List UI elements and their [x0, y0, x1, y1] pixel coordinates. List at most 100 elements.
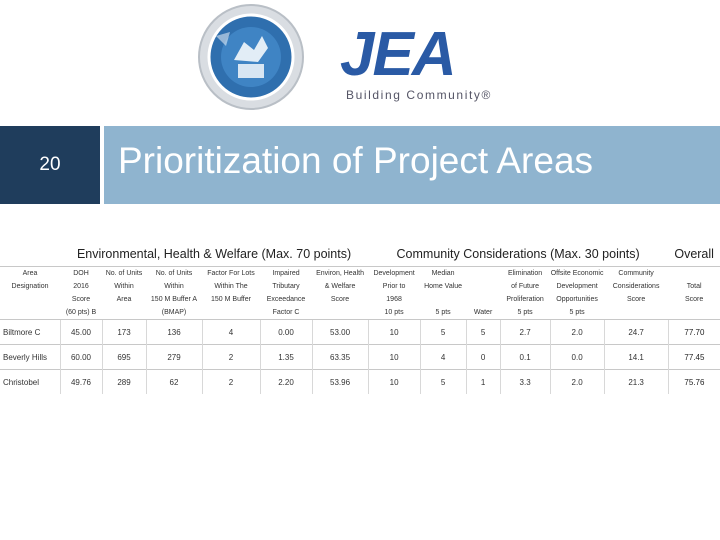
sub-header-cell: 5 pts	[517, 309, 533, 316]
table-cell: 2	[201, 369, 260, 394]
table-row: Beverly Hills 60.00 695 279 2 1.35 63.35…	[0, 344, 720, 370]
sub-header-cell	[420, 293, 466, 306]
sub-header-cell: Development	[556, 283, 598, 290]
table-cell: 10	[367, 319, 421, 345]
sub-header-cell	[312, 306, 368, 320]
row-area-name: Beverly Hills	[0, 344, 60, 370]
comm-group-header: Community Considerations (Max. 30 points…	[396, 247, 640, 261]
sub-header-row-4: (60 pts) B (BMAP) Factor C 10 pts 5 pts …	[0, 306, 720, 320]
sub-header-cell: No. of Units	[102, 266, 146, 280]
sub-header-cell: Offsite Economic	[550, 266, 605, 280]
sub-header-cell: 5 pts	[435, 309, 451, 316]
sub-header-cell: 2016	[73, 283, 89, 290]
sub-header-cell	[0, 293, 60, 306]
jea-logo: JEA Building Community®	[340, 24, 510, 106]
sub-header-cell: of Future	[511, 283, 540, 290]
total-score-cell: 77.45	[667, 344, 720, 370]
slide-number-text: 20	[39, 154, 61, 175]
sub-header-cell: Score	[71, 296, 91, 303]
sub-header-cell: Score	[684, 296, 704, 303]
table-cell: 173	[101, 319, 146, 345]
sub-header-cell	[668, 266, 720, 280]
table-cell: 0.00	[259, 319, 312, 345]
table-cell: 5	[419, 319, 467, 345]
table-cell: 2.0	[549, 369, 605, 394]
page-title: Prioritization of Project Areas	[118, 140, 594, 181]
table-cell: 136	[145, 319, 202, 345]
table-cell: 24.7	[603, 319, 669, 345]
sub-header-cell	[0, 306, 60, 320]
sub-header-cell: 150 M Buffer	[211, 296, 251, 303]
env-group-header: Environmental, Health & Welfare (Max. 70…	[76, 247, 352, 261]
sub-header-cell: Within	[164, 283, 184, 290]
sub-header-cell	[102, 306, 146, 320]
table-cell: 5	[419, 369, 467, 394]
table-row: Christobel 49.76 289 62 2 2.20 53.96 10 …	[0, 369, 720, 394]
sub-header-row-3: Score Area 150 M Buffer A 150 M Buffer E…	[0, 293, 720, 306]
table-cell: 5	[465, 319, 501, 345]
table-cell: 4	[419, 344, 467, 370]
table-cell: 0.1	[499, 344, 551, 370]
sub-header-cell: (BMAP)	[161, 309, 187, 316]
priority-table: Environmental, Health & Welfare (Max. 70…	[0, 242, 720, 394]
sub-header-cell: Area	[116, 296, 132, 303]
sub-header-cell: 5 pts	[569, 309, 585, 316]
table-cell: 53.00	[311, 319, 369, 345]
table-row: Biltmore C 45.00 173 136 4 0.00 53.00 10…	[0, 319, 720, 345]
sub-header-cell: Within The	[214, 283, 248, 290]
sub-header-cell: Impaired	[260, 266, 312, 280]
table-cell: 289	[101, 369, 146, 394]
table-cell: 45.00	[59, 319, 102, 345]
sub-header-cell: Proliferation	[506, 296, 544, 303]
sub-header-cell: DOH	[60, 266, 102, 280]
sub-header-cell: Total	[686, 283, 702, 290]
sub-header-cell: 1968	[386, 296, 402, 303]
sub-header-cell: Factor C	[272, 309, 300, 316]
sub-header-cell: Score	[330, 296, 350, 303]
total-score-cell: 77.70	[667, 319, 720, 345]
sub-header-cell	[202, 306, 260, 320]
table-cell: 62	[145, 369, 202, 394]
sub-header-row-2: Designation 2016 Within Within Within Th…	[0, 280, 720, 293]
jea-wordmark: JEA	[340, 20, 457, 89]
sub-header-cell: Home Value	[424, 283, 463, 290]
table-cell: 60.00	[59, 344, 102, 370]
table-cell: 49.76	[59, 369, 102, 394]
sub-header-cell: & Welfare	[324, 283, 356, 290]
table-cell: 10	[367, 344, 421, 370]
sub-header-cell: Exceedance	[266, 296, 306, 303]
table-cell: 2	[201, 344, 260, 370]
sub-header-cell: 150 M Buffer A	[150, 296, 198, 303]
sub-header-cell: Prior to	[382, 283, 406, 290]
total-score-cell: 75.76	[667, 369, 720, 394]
table-cell: 2.7	[499, 319, 551, 345]
table-cell: 2.20	[259, 369, 312, 394]
sub-header-cell: Factor For Lots	[202, 266, 260, 280]
sub-header-cell: Tributary	[272, 283, 300, 290]
sub-header-cell: Area	[0, 266, 60, 280]
table-cell: 21.3	[603, 369, 669, 394]
table-cell: 10	[367, 369, 421, 394]
sub-header-cell: No. of Units	[146, 266, 202, 280]
table-cell: 1	[465, 369, 501, 394]
table-cell: 53.96	[311, 369, 369, 394]
sub-header-cell	[466, 280, 500, 293]
slide-number: 20	[0, 126, 100, 204]
sub-header-cell: Environ, Health	[312, 266, 369, 280]
sub-header-cell: Elimination	[500, 266, 551, 280]
sub-header-cell: Opportunities	[556, 296, 598, 303]
sub-header-cell: (60 pts) B	[65, 309, 97, 316]
sub-header-cell: Within	[114, 283, 134, 290]
table-cell: 2.0	[549, 319, 605, 345]
table-cell: 0	[465, 344, 501, 370]
table-cell: 0.0	[549, 344, 605, 370]
city-seal-logo	[196, 2, 306, 112]
table-cell: 63.35	[311, 344, 369, 370]
sub-header-cell: Designation	[11, 283, 49, 290]
sub-header-cell	[466, 293, 500, 306]
jea-tagline: Building Community®	[346, 88, 492, 102]
table-cell: 695	[101, 344, 146, 370]
sub-header-row-1: Area DOH No. of Units No. of Units Facto…	[0, 266, 720, 280]
row-area-name: Christobel	[0, 369, 60, 394]
sub-header-cell: Median	[420, 266, 467, 280]
